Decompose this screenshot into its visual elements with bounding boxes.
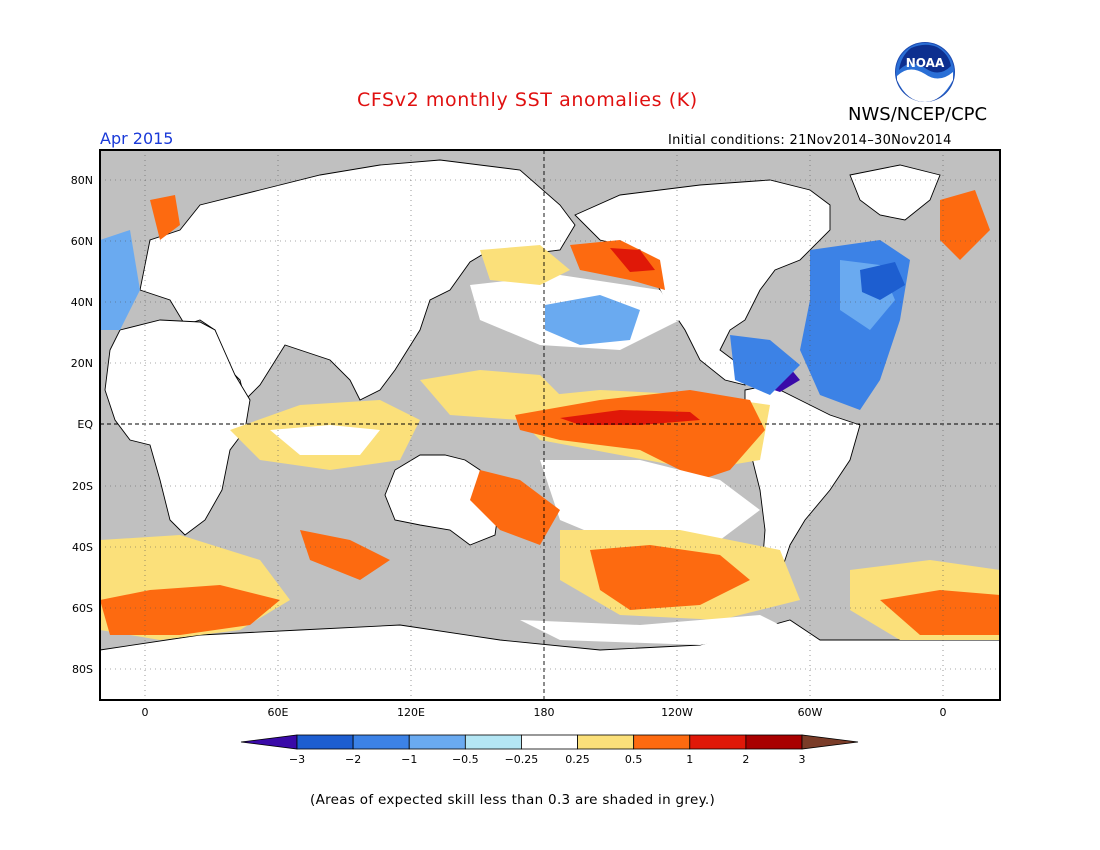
colorbar-swatch <box>689 734 747 750</box>
initial-conditions-label: Initial conditions: 21Nov2014–30Nov2014 <box>668 133 952 148</box>
colorbar-swatch <box>577 734 635 750</box>
lat-tick-label: 20S <box>72 480 93 493</box>
very-strong-warm-anomaly-patch <box>610 248 655 272</box>
colorbar: −3 −2 −1 −0.5 −0.25 0.25 0.5 1 2 3 <box>240 734 859 766</box>
lon-tick-label: 60E <box>268 706 289 719</box>
lon-tick-label: 120E <box>397 706 425 719</box>
strong-warm-anomaly-patch <box>880 590 1000 635</box>
colorbar-swatch <box>352 734 410 750</box>
landmass-south-america <box>744 384 861 591</box>
colorbar-swatch <box>408 734 466 750</box>
colorbar-tick-label: 3 <box>799 753 806 766</box>
lat-tick-label: 40S <box>72 541 93 554</box>
colorbar-swatch <box>745 734 803 750</box>
neutral-anomaly-patch <box>520 615 790 645</box>
strong-cool-anomaly-patch <box>730 335 800 395</box>
lon-tick-label: 120W <box>661 706 693 719</box>
anomaly-patches <box>100 190 1000 645</box>
agency-label: NWS/NCEP/CPC <box>848 104 988 125</box>
colorbar-tick-label: 2 <box>742 753 749 766</box>
strong-warm-anomaly-patch <box>590 545 750 610</box>
neutral-anomaly-patch <box>270 425 380 455</box>
colorbar-swatch <box>296 734 354 750</box>
colorbar-tick-label: 0.5 <box>625 753 643 766</box>
colorbar-tick-label: 1 <box>686 753 693 766</box>
lon-tick-label: 60W <box>798 706 823 719</box>
map-field <box>100 150 1000 700</box>
very-strong-cool-anomaly-patch <box>860 262 905 300</box>
colorbar-min-arrow <box>240 734 298 750</box>
lat-tick-label: 20N <box>71 357 93 370</box>
lon-tick-label: 180 <box>534 706 555 719</box>
colorbar-tick-label: −3 <box>289 753 305 766</box>
strong-warm-anomaly-patch <box>515 390 765 480</box>
logo-text: NOAA <box>906 56 945 70</box>
colorbar-swatch <box>464 734 522 750</box>
cool-anomaly-patch <box>100 230 140 330</box>
colorbar-tick-label: −0.25 <box>505 753 539 766</box>
cool-anomaly-patch <box>545 295 640 345</box>
noaa-logo-icon: NOAA <box>895 42 955 102</box>
equator-dateline-lines <box>100 150 1000 700</box>
strong-warm-anomaly-patch <box>100 585 280 635</box>
warm-anomaly-patch <box>480 245 570 285</box>
lon-tick-label: 0 <box>940 706 947 719</box>
valid-month-label: Apr 2015 <box>100 129 174 148</box>
strong-warm-anomaly-patch <box>470 470 560 545</box>
chart-title: CFSv2 monthly SST anomalies (K) <box>357 89 698 111</box>
landmass-africa <box>104 319 251 536</box>
skill-footnote: (Areas of expected skill less than 0.3 a… <box>310 792 716 808</box>
lat-tick-label: EQ <box>77 418 93 431</box>
colorbar-tick-label: −1 <box>401 753 417 766</box>
lat-tick-label: 80S <box>72 663 93 676</box>
map-gridlines <box>100 150 1000 700</box>
colorbar-swatch <box>521 734 578 750</box>
lon-axis: 0 60E 120E 180 120W 60W 0 <box>142 706 947 719</box>
lon-tick-label: 0 <box>142 706 149 719</box>
map-frame <box>99 149 1001 701</box>
strong-warm-anomaly-patch <box>300 530 390 580</box>
colorbar-max-arrow <box>801 734 859 750</box>
landmass-australia <box>384 454 501 546</box>
colorbar-tick-label: −0.5 <box>452 753 479 766</box>
land-masses <box>100 159 1000 700</box>
lat-tick-label: 80N <box>71 174 93 187</box>
lat-tick-label: 60N <box>71 235 93 248</box>
very-strong-warm-anomaly-patch <box>560 410 700 425</box>
lat-tick-label: 60S <box>72 602 93 615</box>
landmass-greenland <box>849 164 941 221</box>
lat-tick-label: 40N <box>71 296 93 309</box>
neutral-anomaly-patch <box>540 460 760 545</box>
colorbar-tick-label: −2 <box>345 753 361 766</box>
strong-warm-anomaly-patch <box>940 190 990 260</box>
colorbar-swatch <box>633 734 691 750</box>
lat-axis: 80N 60N 40N 20N EQ 20S 40S 60S 80S <box>71 174 94 676</box>
colorbar-tick-label: 0.25 <box>565 753 590 766</box>
strong-warm-anomaly-patch <box>150 195 180 240</box>
